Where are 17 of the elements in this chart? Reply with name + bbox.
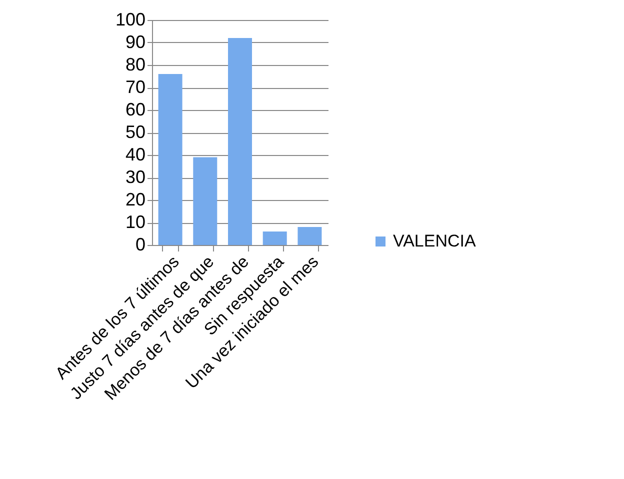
bar	[262, 232, 287, 245]
y-tick-label: 40	[125, 144, 146, 164]
y-tick-label: 10	[125, 212, 146, 232]
bar	[158, 74, 182, 245]
y-tick-label: 20	[125, 190, 146, 210]
bar	[228, 38, 252, 245]
bar	[193, 157, 218, 245]
bar	[298, 227, 322, 245]
y-tick-label: 60	[125, 100, 146, 120]
legend-label: VALENCIA	[393, 232, 476, 250]
y-tick-label: 90	[125, 32, 146, 52]
y-tick-label: 30	[125, 167, 146, 187]
y-tick-label: 0	[135, 234, 146, 254]
y-tick-label: 100	[115, 10, 146, 30]
y-tick-label: 80	[125, 54, 146, 74]
y-tick-label: 50	[125, 122, 146, 142]
y-tick-label: 70	[125, 77, 146, 97]
